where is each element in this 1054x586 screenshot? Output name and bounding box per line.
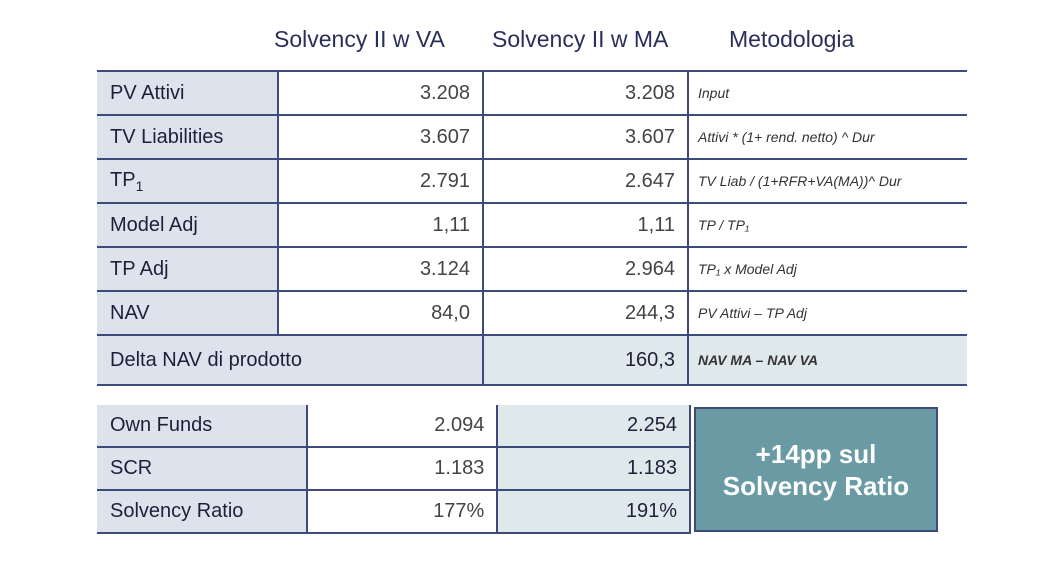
- table-row: SCR 1.183 1.183: [97, 447, 691, 491]
- header-va: Solvency II w VA: [274, 26, 445, 52]
- row-label: PV Attivi: [97, 70, 279, 116]
- row-label: Own Funds: [97, 405, 308, 448]
- value-ma: 2.647: [483, 159, 689, 204]
- row-label-text: TP: [110, 168, 136, 191]
- value-va: 3.208: [278, 70, 484, 116]
- value-ma: 3.208: [483, 70, 689, 116]
- delta-value: 160,3: [483, 335, 689, 386]
- methodology-text: PV Attivi – TP Adj: [688, 291, 967, 336]
- table-row: Solvency Ratio 177% 191%: [97, 490, 691, 534]
- table-row: Own Funds 2.094 2.254: [97, 405, 691, 448]
- value-ma: 244,3: [483, 291, 689, 336]
- value-va: 2.094: [306, 405, 499, 448]
- callout-line-1: +14pp sul: [755, 438, 877, 469]
- table-row: TV Liabilities 3.607 3.607 Attivi * (1+ …: [97, 115, 967, 160]
- table-row: TP Adj 3.124 2.964 TP₁ x Model Adj: [97, 247, 967, 292]
- delta-methodology: NAV MA – NAV VA: [688, 335, 967, 386]
- table-row: NAV 84,0 244,3 PV Attivi – TP Adj: [97, 291, 967, 336]
- header-ma: Solvency II w MA: [492, 26, 669, 52]
- value-va: 1.183: [306, 447, 499, 491]
- methodology-text: Attivi * (1+ rend. netto) ^ Dur: [688, 115, 967, 160]
- table-row: PV Attivi 3.208 3.208 Input: [97, 70, 967, 116]
- methodology-text: TP / TP₁: [688, 203, 967, 248]
- row-label-subscript: 1: [135, 177, 144, 194]
- solvency-ratio-callout: +14pp sul Solvency Ratio: [694, 407, 938, 532]
- methodology-text: TV Liab / (1+RFR+VA(MA))^ Dur: [688, 159, 967, 204]
- value-va: 2.791: [278, 159, 484, 204]
- value-ma: 2.254: [497, 405, 691, 448]
- value-ma: 1,11: [483, 203, 689, 248]
- methodology-text: TP₁ x Model Adj: [688, 247, 967, 292]
- value-ma: 3.607: [483, 115, 689, 160]
- value-va: 1,11: [278, 203, 484, 248]
- row-label: TV Liabilities: [97, 115, 279, 160]
- delta-label: Delta NAV di prodotto: [97, 335, 484, 386]
- delta-row: Delta NAV di prodotto 160,3 NAV MA – NAV…: [97, 335, 967, 386]
- table-row: TP1 2.791 2.647 TV Liab / (1+RFR+VA(MA))…: [97, 159, 967, 204]
- header-methodology: Metodologia: [729, 26, 855, 52]
- nav-table: PV Attivi 3.208 3.208 Input TV Liabiliti…: [97, 70, 967, 386]
- row-label: NAV: [97, 291, 279, 336]
- value-va: 177%: [306, 490, 499, 534]
- methodology-text: Input: [688, 70, 967, 116]
- row-label: SCR: [97, 447, 308, 491]
- callout-line-2: Solvency Ratio: [722, 470, 910, 501]
- value-va: 84,0: [278, 291, 484, 336]
- solvency-table: Own Funds 2.094 2.254 SCR 1.183 1.183 So…: [97, 405, 691, 534]
- table-row: Model Adj 1,11 1,11 TP / TP₁: [97, 203, 967, 248]
- value-va: 3.124: [278, 247, 484, 292]
- row-label: TP Adj: [97, 247, 279, 292]
- row-label: Model Adj: [97, 203, 279, 248]
- value-ma: 2.964: [483, 247, 689, 292]
- row-label: TP1: [97, 159, 279, 204]
- value-va: 3.607: [278, 115, 484, 160]
- value-ma: 1.183: [497, 447, 691, 491]
- row-label: Solvency Ratio: [97, 490, 308, 534]
- value-ma: 191%: [497, 490, 691, 534]
